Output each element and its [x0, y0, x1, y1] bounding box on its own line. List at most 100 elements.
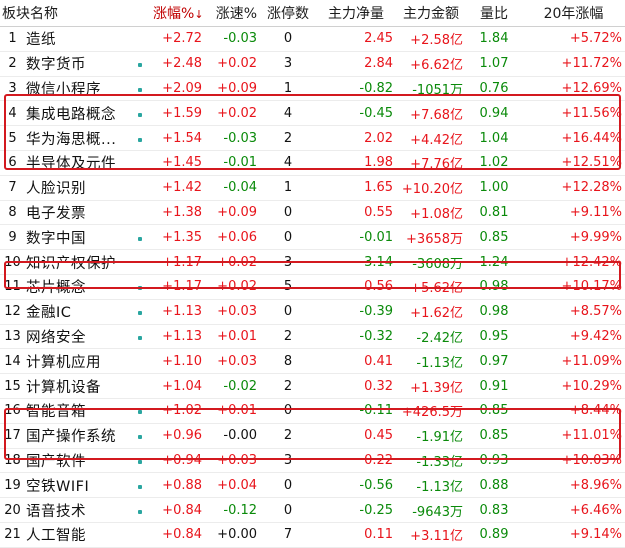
main-net-volume: 0.55: [316, 200, 397, 226]
sector-name: 人脸识别: [25, 175, 130, 201]
table-row[interactable]: 10 知识产权保护 +1.17 +0.02 3 -3.14 -3608万 1.24 +12.42…: [0, 249, 625, 275]
change-20yr: +9.14%: [522, 522, 625, 548]
limit-up-count: 5: [260, 274, 317, 300]
main-amount: +7.68亿: [396, 100, 467, 127]
change-pct: +1.42: [150, 175, 206, 201]
change-pct: +0.84: [150, 497, 206, 523]
volume-ratio: 1.00: [466, 175, 523, 201]
self-select-dot-icon: [130, 423, 151, 449]
header-limit-up[interactable]: 涨停数: [260, 0, 317, 27]
sector-name: 集成电路概念: [25, 100, 130, 127]
sector-name: 网络安全: [25, 324, 130, 350]
speed-pct: +0.03: [205, 448, 261, 474]
table-row[interactable]: 14 计算机应用 +1.10 +0.03 8 0.41 -1.13亿 0.97 +11.09%: [0, 348, 625, 375]
table-row[interactable]: 4 集成电路概念 +1.59 +0.02 4 -0.45 +7.68亿 0.94 +11.56%: [0, 100, 625, 127]
speed-pct: -0.04: [205, 175, 261, 201]
self-select-dot-icon: [130, 125, 151, 151]
change-20yr: +9.42%: [522, 324, 625, 350]
limit-up-count: 7: [260, 522, 317, 548]
table-row[interactable]: 9 数字中国 +1.35 +0.06 0 -0.01 +3658万 0.85 +9.99%: [0, 224, 625, 251]
limit-up-count: 4: [260, 150, 317, 176]
change-20yr: +11.56%: [522, 100, 625, 127]
header-main-amount[interactable]: 主力金额: [396, 0, 467, 27]
main-net-volume: 0.32: [316, 373, 397, 399]
table-row[interactable]: 8 电子发票 +1.38 +0.09 0 0.55 +1.08亿 0.81 +9.11%: [0, 200, 625, 226]
volume-ratio: 1.02: [466, 150, 523, 176]
header-main-net[interactable]: 主力净量: [316, 0, 397, 27]
self-select-dot-icon: [130, 373, 151, 399]
table-row[interactable]: 12 金融IC +1.13 +0.03 0 -0.39 +1.62亿 0.98 +8.57%: [0, 299, 625, 325]
limit-up-count: 2: [260, 125, 317, 151]
self-select-dot-icon: [130, 324, 151, 350]
volume-ratio: 0.85: [466, 423, 523, 449]
row-index: 8: [0, 200, 25, 226]
table-row[interactable]: 18 国产软件 +0.94 +0.03 3 0.22 -1.33亿 0.93 +10.03%: [0, 448, 625, 474]
table-row[interactable]: 17 国产操作系统 +0.96 -0.00 2 0.45 -1.91亿 0.85 +11.01%: [0, 423, 625, 449]
table-row[interactable]: 5 华为海思概... +1.54 -0.03 2 2.02 +4.42亿 1.04 +16.44…: [0, 125, 625, 151]
main-amount: -2.42亿: [396, 324, 467, 350]
row-index: 1: [0, 26, 25, 52]
header-change-pct[interactable]: 涨幅%↓: [150, 0, 206, 27]
change-pct: +1.38: [150, 200, 206, 226]
row-index: 20: [0, 497, 25, 523]
speed-pct: -0.03: [205, 26, 261, 52]
limit-up-count: 1: [260, 175, 317, 201]
sector-name: 人工智能: [25, 522, 130, 548]
volume-ratio: 0.97: [466, 348, 523, 375]
row-index: 17: [0, 423, 25, 449]
change-pct: +1.35: [150, 224, 206, 251]
row-index: 12: [0, 299, 25, 325]
volume-ratio: 1.24: [466, 249, 523, 275]
change-pct: +2.48: [150, 51, 206, 77]
sector-name: 语音技术: [25, 497, 130, 523]
change-20yr: +8.96%: [522, 472, 625, 499]
main-net-volume: -0.11: [316, 398, 397, 424]
speed-pct: +0.02: [205, 51, 261, 77]
table-row[interactable]: 13 网络安全 +1.13 +0.01 2 -0.32 -2.42亿 0.95 +9.42%: [0, 324, 625, 350]
table-row[interactable]: 16 智能音箱 +1.02 +0.01 0 -0.11 +426.5万 0.85 +8.44%: [0, 398, 625, 424]
change-pct: +0.88: [150, 472, 206, 499]
self-select-dot-icon: [130, 274, 151, 300]
header-volume-ratio[interactable]: 量比: [466, 0, 523, 27]
row-index: 10: [0, 249, 25, 275]
change-pct: +1.04: [150, 373, 206, 399]
change-20yr: +9.11%: [522, 200, 625, 226]
self-select-dot-icon: [130, 448, 151, 474]
limit-up-count: 0: [260, 398, 317, 424]
main-amount: +10.20亿: [396, 175, 467, 201]
table-row[interactable]: 2 数字货币 +2.48 +0.02 3 2.84 +6.62亿 1.07 +11.72%: [0, 51, 625, 77]
table-row[interactable]: 11 芯片概念 +1.17 +0.02 5 0.56 +5.62亿 0.98 +10.17%: [0, 274, 625, 300]
main-net-volume: 2.84: [316, 51, 397, 77]
main-net-volume: 2.45: [316, 26, 397, 52]
table-row[interactable]: 21 人工智能 +0.84 +0.00 7 0.11 +3.11亿 0.89 +9.14%: [0, 522, 625, 548]
sector-name: 数字中国: [25, 224, 130, 251]
table-row[interactable]: 20 语音技术 +0.84 -0.12 0 -0.25 -9643万 0.83 +6.46%: [0, 497, 625, 523]
main-net-volume: -0.32: [316, 324, 397, 350]
header-sector-name[interactable]: 板块名称: [0, 0, 151, 27]
limit-up-count: 0: [260, 200, 317, 226]
row-index: 18: [0, 448, 25, 474]
limit-up-count: 0: [260, 299, 317, 325]
table-row[interactable]: 19 空铁WIFI +0.88 +0.04 0 -0.56 -1.13亿 0.88 +8.96%: [0, 472, 625, 499]
change-pct: +2.09: [150, 76, 206, 102]
table-row[interactable]: 6 半导体及元件 +1.45 -0.01 4 1.98 +7.76亿 1.02 +12.51%: [0, 150, 625, 176]
speed-pct: -0.00: [205, 423, 261, 449]
limit-up-count: 1: [260, 76, 317, 102]
limit-up-count: 2: [260, 373, 317, 399]
table-row[interactable]: 1 造纸 +2.72 -0.03 0 2.45 +2.58亿 1.84 +5.72%: [0, 26, 625, 52]
limit-up-count: 0: [260, 26, 317, 52]
table-row[interactable]: 3 微信小程序 +2.09 +0.09 1 -0.82 -1051万 0.76 +12.69%: [0, 76, 625, 102]
self-select-dot-icon: [130, 224, 151, 251]
header-20yr-change[interactable]: 20年涨幅: [522, 0, 625, 27]
self-select-dot-icon: [130, 299, 151, 325]
limit-up-count: 4: [260, 100, 317, 127]
row-index: 7: [0, 175, 25, 201]
table-row[interactable]: 7 人脸识别 +1.42 -0.04 1 1.65 +10.20亿 1.00 +12.28%: [0, 175, 625, 201]
change-20yr: +8.57%: [522, 299, 625, 325]
row-index: 5: [0, 125, 25, 151]
change-pct: +1.54: [150, 125, 206, 151]
sector-name: 知识产权保护: [25, 249, 130, 275]
header-speed[interactable]: 涨速%: [205, 0, 261, 27]
volume-ratio: 0.83: [466, 497, 523, 523]
table-row[interactable]: 15 计算机设备 +1.04 -0.02 2 0.32 +1.39亿 0.91 +10.29%: [0, 373, 625, 399]
